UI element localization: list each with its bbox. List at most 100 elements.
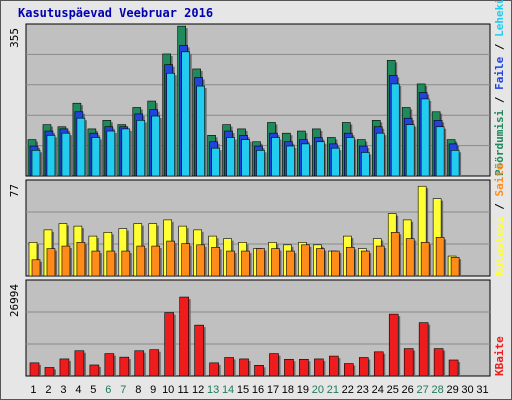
bar-sites — [166, 240, 176, 277]
bar-pages — [435, 126, 445, 177]
day-label: 22 — [342, 384, 354, 396]
bar-sites — [211, 247, 220, 277]
bar-kbytes — [194, 324, 204, 377]
day-label: 17 — [267, 384, 279, 396]
bar-sites — [420, 242, 430, 277]
bar-pages — [331, 147, 340, 177]
bar-kbytes — [209, 362, 219, 377]
ytick-label-visits_sites: 77 — [8, 184, 21, 197]
bar-pages — [271, 137, 280, 177]
bar-kbytes — [254, 365, 264, 377]
bar-kbytes — [314, 358, 324, 377]
day-label: 23 — [357, 384, 369, 396]
bar-sites — [301, 244, 310, 277]
bar-sites — [405, 238, 415, 277]
day-label: 6 — [105, 384, 111, 396]
bar-sites — [450, 256, 460, 277]
bar-pages — [91, 137, 101, 177]
day-label: 21 — [327, 384, 339, 396]
legend-visits-sites-part: / — [493, 197, 506, 217]
bar-sites — [271, 248, 280, 277]
bar-kbytes — [104, 353, 115, 377]
bar-pages — [405, 124, 415, 177]
bar-kbytes — [358, 357, 369, 377]
bar-kbytes — [59, 358, 70, 377]
day-label: 5 — [90, 384, 96, 396]
bar-sites — [256, 248, 265, 277]
bar-pages — [61, 132, 71, 177]
ytick-label-hits_files_pages: 355 — [8, 28, 21, 48]
bar-kbytes — [299, 358, 309, 377]
bar-sites — [286, 250, 295, 277]
bar-pages — [360, 152, 370, 177]
legend-hits-files-pages-part: Faile — [493, 56, 506, 89]
bar-pages — [420, 98, 430, 177]
bar-sites — [346, 247, 355, 277]
day-label: 30 — [461, 384, 473, 396]
bar-sites — [375, 245, 385, 277]
bar-sites — [61, 245, 71, 277]
day-label: 9 — [150, 384, 156, 396]
bar-pages — [256, 150, 265, 177]
day-label: 20 — [312, 384, 324, 396]
day-label: 7 — [120, 384, 126, 396]
day-label: 2 — [45, 384, 51, 396]
bar-kbytes — [418, 322, 429, 377]
bar-pages — [286, 145, 295, 177]
bar-pages — [211, 147, 220, 177]
bar-kbytes — [179, 296, 189, 377]
bar-sites — [31, 259, 41, 277]
bar-pages — [76, 117, 86, 177]
legend-hits-files-pages-part: / — [493, 37, 506, 57]
day-label: 19 — [297, 384, 309, 396]
day-label: 27 — [417, 384, 429, 396]
bar-pages — [196, 85, 205, 177]
bar-pages — [121, 128, 131, 177]
ytick-label-kbytes: 26994 — [8, 284, 21, 317]
day-label: 26 — [402, 384, 414, 396]
day-label: 11 — [177, 384, 188, 396]
bar-pages — [226, 137, 235, 177]
legend-hits-files-pages: Pöördumisi / Faile / Lehekülgi — [493, 0, 506, 176]
day-label: 16 — [252, 384, 264, 396]
bar-sites — [316, 248, 325, 277]
bar-kbytes — [29, 362, 40, 377]
bar-sites — [331, 250, 340, 277]
bar-kbytes — [403, 348, 414, 377]
bar-kbytes — [239, 358, 249, 377]
bar-sites — [76, 242, 86, 277]
legend-hits-files-pages-part: Lehekülgi — [493, 0, 506, 37]
day-label: 31 — [476, 384, 488, 396]
bar-pages — [31, 150, 41, 177]
bar-pages — [181, 51, 190, 177]
bar-sites — [196, 244, 205, 277]
bar-kbytes — [433, 348, 444, 377]
bar-kbytes — [224, 357, 234, 377]
bar-kbytes — [119, 356, 130, 377]
bar-sites — [121, 250, 131, 277]
bar-pages — [46, 135, 56, 177]
day-label: 10 — [162, 384, 174, 396]
legend-hits-files-pages-part: / — [493, 90, 506, 110]
day-label: 8 — [135, 384, 141, 396]
day-label: 14 — [222, 384, 234, 396]
bar-sites — [151, 245, 161, 277]
legend-kbytes: KBaite — [493, 336, 506, 376]
bar-kbytes — [448, 359, 459, 377]
legend-visits-sites: Külastusi / Saite — [493, 163, 506, 276]
bar-pages — [301, 143, 310, 177]
day-label: 4 — [75, 384, 81, 396]
bar-pages — [106, 130, 116, 177]
bar-sites — [435, 237, 445, 277]
bar-sites — [226, 250, 235, 277]
bar-sites — [360, 250, 370, 277]
bar-pages — [390, 83, 400, 177]
day-label: 12 — [192, 384, 204, 396]
bar-sites — [181, 243, 190, 277]
bar-kbytes — [89, 364, 100, 377]
day-label: 25 — [387, 384, 399, 396]
day-label: 15 — [237, 384, 249, 396]
bar-kbytes — [74, 350, 85, 377]
legend-hits-files-pages-part: Pöördumisi — [493, 109, 506, 176]
